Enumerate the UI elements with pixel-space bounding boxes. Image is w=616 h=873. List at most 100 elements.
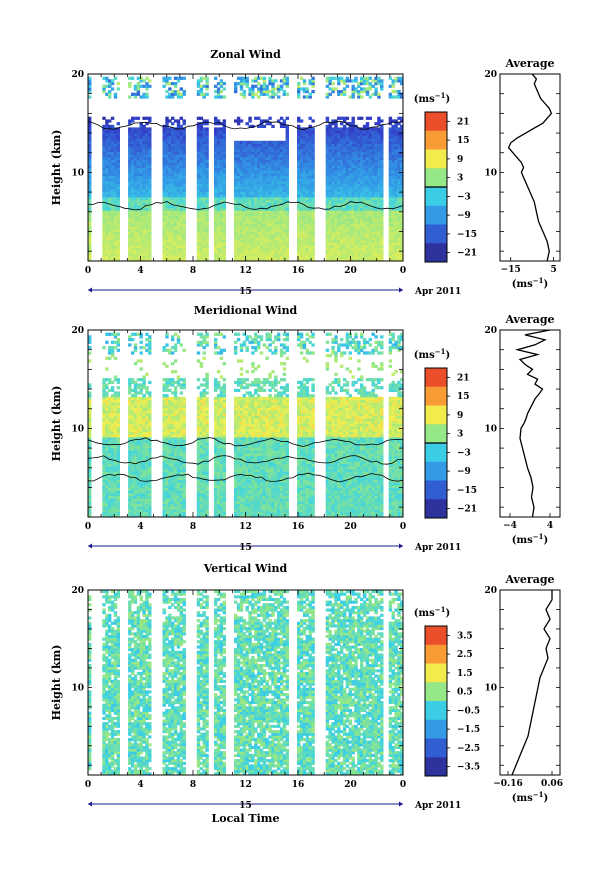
heatmap-cell xyxy=(128,156,132,160)
heatmap-cell xyxy=(331,151,335,155)
heatmap-cell xyxy=(271,207,275,211)
heatmap-cell xyxy=(362,135,367,139)
heatmap-cell xyxy=(234,148,238,152)
heatmap-cell xyxy=(265,255,269,259)
heatmap-cell xyxy=(285,164,289,168)
heatmap-cell xyxy=(271,188,275,193)
heatmap-cell xyxy=(351,146,355,150)
heatmap-cell xyxy=(254,223,258,227)
heatmap-cell xyxy=(165,146,169,150)
heatmap-cell xyxy=(311,188,315,193)
heatmap-cell xyxy=(165,188,169,193)
heatmap-cell xyxy=(162,207,166,211)
heatmap-cell xyxy=(110,255,115,259)
heatmap-cell xyxy=(285,255,289,259)
heatmap-cell xyxy=(285,76,289,80)
heatmap-cell xyxy=(328,210,332,214)
heatmap-cell xyxy=(334,151,338,155)
heatmap-cell xyxy=(325,191,330,195)
heatmap-cell xyxy=(171,255,175,259)
heatmap-cell xyxy=(148,199,152,203)
heatmap-cell xyxy=(279,228,284,233)
heatmap-cell xyxy=(342,127,347,131)
heatmap-cell xyxy=(368,194,372,198)
heatmap-cell xyxy=(202,132,206,136)
heatmap-cell xyxy=(337,148,341,152)
heatmap-cell xyxy=(297,143,301,147)
heatmap-cell xyxy=(196,90,201,94)
heatmap-cell xyxy=(277,204,281,209)
heatmap-cell xyxy=(131,215,135,219)
heatmap-cell xyxy=(302,250,307,254)
heatmap-cell xyxy=(216,143,221,147)
heatmap-cell xyxy=(360,178,364,182)
heatmap-cell xyxy=(394,76,398,80)
heatmap-cell xyxy=(133,237,138,241)
heatmap-cell xyxy=(297,82,301,86)
heatmap-cell xyxy=(202,76,206,80)
heatmap-cell xyxy=(131,159,135,163)
heatmap-cell xyxy=(345,183,350,187)
heatmap-cell xyxy=(105,170,109,174)
heatmap-cell xyxy=(268,167,272,171)
heatmap-cell xyxy=(148,250,152,254)
heatmap-cell xyxy=(239,223,244,227)
heatmap-cell xyxy=(334,255,338,259)
heatmap-cell xyxy=(328,204,332,209)
heatmap-cell xyxy=(268,172,272,176)
heatmap-cell xyxy=(248,183,252,187)
heatmap-cell xyxy=(282,82,287,86)
heatmap-cell xyxy=(105,124,109,128)
heatmap-cell xyxy=(354,191,358,195)
heatmap-cell xyxy=(348,191,352,195)
heatmap-cell xyxy=(133,138,138,142)
heatmap-cell xyxy=(145,202,149,206)
heatmap-cell xyxy=(108,170,112,174)
heatmap-cell xyxy=(325,237,330,241)
heatmap-cell xyxy=(271,194,275,198)
heatmap-cell xyxy=(354,76,358,80)
heatmap-cell xyxy=(148,151,152,155)
heatmap-cell xyxy=(110,234,115,238)
heatmap-cell xyxy=(105,226,109,230)
heatmap-cell xyxy=(199,130,204,134)
heatmap-cell xyxy=(116,186,120,190)
heatmap-cell xyxy=(340,226,344,230)
heatmap-cell xyxy=(216,175,221,179)
heatmap-cell xyxy=(239,148,244,152)
heatmap-cell xyxy=(102,210,106,214)
heatmap-cell xyxy=(362,130,367,134)
heatmap-cell xyxy=(254,253,258,257)
heatmap-cell xyxy=(308,143,312,147)
heatmap-cell xyxy=(199,143,204,147)
heatmap-cell xyxy=(302,140,307,144)
heatmap-cell xyxy=(239,170,244,174)
heatmap-cell xyxy=(325,140,330,144)
heatmap-cell xyxy=(162,183,166,187)
heatmap-cell xyxy=(214,212,218,217)
heatmap-cell xyxy=(113,199,118,203)
heatmap-cell xyxy=(362,148,367,152)
heatmap-cell xyxy=(205,212,209,217)
heatmap-cell xyxy=(348,250,352,254)
heatmap-cell xyxy=(234,175,238,179)
heatmap-cell xyxy=(262,220,267,225)
heatmap-cell xyxy=(102,116,106,120)
heatmap-cell xyxy=(148,191,152,195)
colorbar-tick-label: 3 xyxy=(457,174,463,184)
heatmap-cell xyxy=(259,186,264,190)
colorbar-tick-label: −15 xyxy=(457,230,477,240)
heatmap-cell xyxy=(334,228,338,233)
heatmap-cell xyxy=(165,172,169,176)
heatmap-cell xyxy=(214,218,218,222)
heatmap-cell xyxy=(351,138,355,142)
heatmap-cell xyxy=(302,151,307,155)
heatmap-cell xyxy=(365,154,370,158)
heatmap-cell xyxy=(360,204,364,209)
colorbar-unit-label: (ms−1) xyxy=(414,91,450,105)
heatmap-cell xyxy=(162,156,166,160)
heatmap-cell xyxy=(365,178,370,182)
heatmap-cell xyxy=(360,245,364,249)
heatmap-cell xyxy=(105,255,109,259)
heatmap-cell xyxy=(113,76,118,80)
